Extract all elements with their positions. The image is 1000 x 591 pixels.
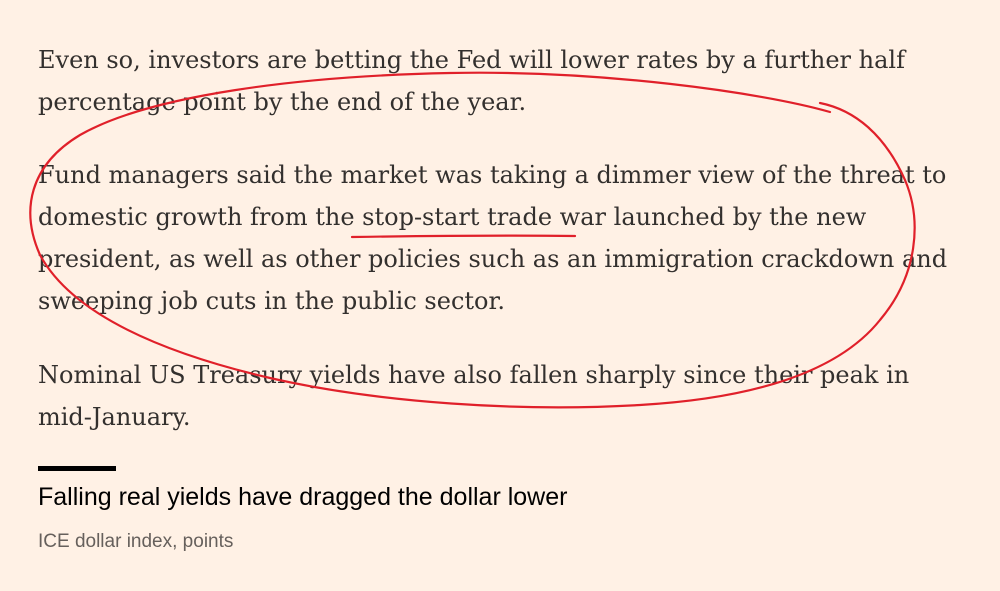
paragraph-fund-managers-text: Fund managers said the market was taking… bbox=[38, 161, 948, 315]
chart-divider-rule bbox=[38, 466, 116, 471]
paragraph-fund-managers: Fund managers said the market was taking… bbox=[38, 154, 968, 322]
chart-subtitle: ICE dollar index, points bbox=[38, 531, 234, 552]
paragraph-fed-rates: Even so, investors are betting the Fed w… bbox=[38, 46, 905, 116]
paragraph-treasury-yields: Nominal US Treasury yields have also fal… bbox=[38, 361, 910, 431]
chart-title: Falling real yields have dragged the dol… bbox=[38, 483, 568, 511]
